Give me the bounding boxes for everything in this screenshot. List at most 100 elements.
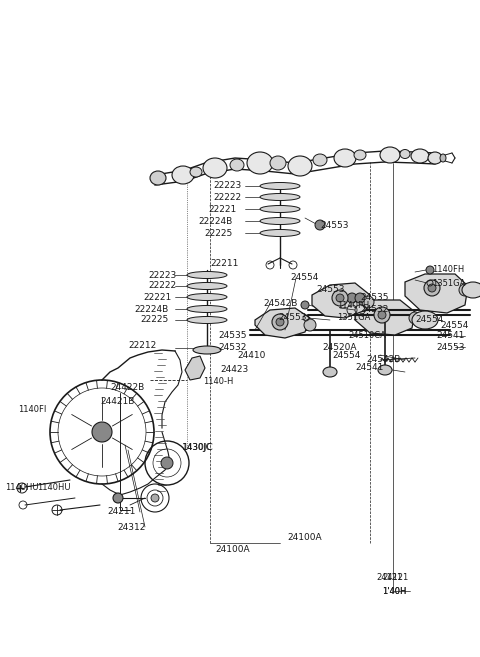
Ellipse shape	[462, 282, 480, 298]
Circle shape	[409, 312, 421, 324]
Text: 24121: 24121	[382, 572, 408, 581]
Text: 1140FH: 1140FH	[432, 265, 464, 275]
Text: 24421B: 24421B	[100, 397, 134, 405]
Ellipse shape	[150, 171, 166, 185]
Circle shape	[378, 311, 386, 319]
Ellipse shape	[380, 147, 400, 163]
Ellipse shape	[203, 158, 227, 178]
Circle shape	[304, 319, 316, 331]
Ellipse shape	[187, 317, 227, 323]
Text: 24121: 24121	[376, 572, 402, 581]
Text: 22221: 22221	[208, 204, 236, 214]
Text: 1140-H: 1140-H	[203, 378, 233, 386]
Text: 24510CA: 24510CA	[348, 330, 386, 340]
Text: 22221: 22221	[143, 292, 171, 302]
Text: 1430JC: 1430JC	[182, 443, 212, 451]
Text: 22224B: 22224B	[134, 304, 168, 313]
Ellipse shape	[187, 294, 227, 300]
Text: 22224B: 22224B	[198, 217, 232, 225]
Text: 24542B: 24542B	[263, 300, 298, 309]
Text: 22222: 22222	[213, 193, 241, 202]
Ellipse shape	[187, 283, 227, 290]
Circle shape	[459, 284, 471, 296]
Text: 22211: 22211	[210, 260, 239, 269]
Circle shape	[272, 314, 288, 330]
Circle shape	[113, 493, 123, 503]
Text: 24532: 24532	[360, 306, 388, 315]
Text: 22225: 22225	[204, 229, 232, 237]
Text: 1140FH: 1140FH	[337, 300, 369, 309]
Ellipse shape	[270, 156, 286, 170]
Text: 1'40H: 1'40H	[382, 587, 407, 595]
Circle shape	[301, 301, 309, 309]
Text: 24422B: 24422B	[110, 384, 144, 392]
Ellipse shape	[334, 149, 356, 167]
Text: 24553: 24553	[320, 221, 348, 229]
Text: 24554: 24554	[415, 315, 444, 325]
Text: 24100A: 24100A	[215, 545, 250, 555]
Ellipse shape	[190, 167, 202, 177]
Circle shape	[374, 307, 390, 323]
Text: 24535: 24535	[218, 330, 247, 340]
Text: 24520A: 24520A	[322, 344, 357, 353]
Polygon shape	[312, 283, 370, 318]
Text: 22223: 22223	[213, 181, 241, 191]
Ellipse shape	[412, 311, 438, 329]
Text: 22212: 22212	[128, 340, 156, 350]
Ellipse shape	[260, 229, 300, 237]
Polygon shape	[405, 274, 468, 313]
Ellipse shape	[323, 367, 337, 377]
Circle shape	[276, 318, 284, 326]
Text: 24553: 24553	[278, 313, 307, 323]
Text: 22225: 22225	[140, 315, 168, 325]
Text: 1140HU: 1140HU	[37, 484, 71, 493]
Circle shape	[151, 494, 159, 502]
Ellipse shape	[428, 152, 442, 164]
Ellipse shape	[187, 306, 227, 313]
Text: 24100A: 24100A	[287, 533, 322, 541]
Ellipse shape	[313, 154, 327, 166]
Ellipse shape	[260, 217, 300, 225]
Text: 24553: 24553	[436, 344, 465, 353]
Ellipse shape	[440, 154, 446, 162]
Text: 24535: 24535	[360, 294, 388, 302]
Circle shape	[355, 293, 365, 303]
Text: 1140HU: 1140HU	[5, 484, 38, 493]
Ellipse shape	[187, 271, 227, 279]
Text: 24423: 24423	[220, 365, 248, 373]
Ellipse shape	[193, 346, 221, 354]
Text: 24410: 24410	[237, 351, 265, 361]
Circle shape	[336, 294, 344, 302]
Circle shape	[92, 422, 112, 442]
Circle shape	[315, 220, 325, 230]
Circle shape	[347, 293, 357, 303]
Ellipse shape	[288, 156, 312, 176]
Text: 24554: 24554	[332, 350, 360, 359]
Circle shape	[332, 290, 348, 306]
Ellipse shape	[260, 194, 300, 200]
Text: 24554: 24554	[290, 273, 318, 283]
Ellipse shape	[400, 150, 410, 158]
Text: 22223: 22223	[148, 271, 176, 279]
Text: 24532: 24532	[218, 344, 246, 353]
Polygon shape	[255, 308, 310, 338]
Circle shape	[161, 457, 173, 469]
Text: 24553: 24553	[316, 286, 345, 294]
Polygon shape	[185, 356, 205, 380]
Text: 24312: 24312	[117, 522, 145, 532]
Ellipse shape	[354, 150, 366, 160]
Text: 1351GA: 1351GA	[337, 313, 371, 323]
Text: 24554: 24554	[440, 321, 468, 330]
Ellipse shape	[172, 166, 194, 184]
Text: 24542B: 24542B	[366, 355, 400, 365]
Ellipse shape	[260, 206, 300, 212]
Text: 1140FI: 1140FI	[18, 405, 47, 415]
Ellipse shape	[411, 149, 429, 163]
Text: 1351GA: 1351GA	[432, 279, 466, 288]
Ellipse shape	[230, 159, 244, 171]
Text: 1430JC: 1430JC	[182, 443, 214, 451]
Ellipse shape	[260, 183, 300, 189]
Text: 24211: 24211	[107, 507, 135, 516]
Circle shape	[426, 266, 434, 274]
Circle shape	[362, 296, 374, 308]
